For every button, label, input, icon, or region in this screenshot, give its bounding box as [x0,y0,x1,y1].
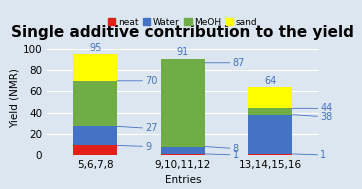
Bar [248,87,292,108]
Text: 95: 95 [89,43,101,53]
Bar [248,115,292,154]
Y-axis label: Yield (NMR): Yield (NMR) [10,68,20,128]
Bar [73,146,117,155]
Bar [73,81,117,126]
Bar [248,154,292,155]
Bar [161,146,205,154]
Text: 1: 1 [205,150,239,160]
Text: 38: 38 [292,112,333,122]
Title: Single additive contribution to the yield: Single additive contribution to the yiel… [11,25,354,40]
X-axis label: Entries: Entries [165,175,201,185]
Text: 44: 44 [292,103,333,113]
Bar [73,54,117,81]
Text: 8: 8 [205,144,239,154]
Bar [161,63,205,155]
Text: 1: 1 [292,150,327,160]
Text: 9: 9 [117,142,151,152]
Bar [73,126,117,146]
Text: 64: 64 [264,76,277,86]
Bar [248,108,292,115]
Text: 27: 27 [117,123,157,133]
Bar [161,154,205,155]
Bar [161,59,205,146]
Text: 87: 87 [205,58,245,68]
Legend: neat, Water, MeOH, sand: neat, Water, MeOH, sand [105,14,261,31]
Text: 70: 70 [117,76,157,86]
Text: 91: 91 [177,47,189,57]
